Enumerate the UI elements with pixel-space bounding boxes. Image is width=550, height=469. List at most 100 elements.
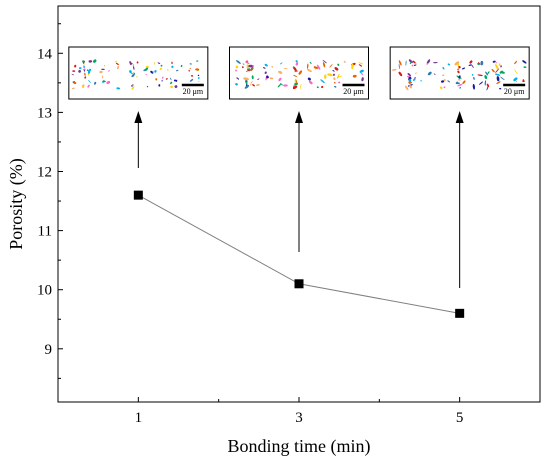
pore — [337, 63, 340, 66]
pore — [414, 76, 416, 79]
pore — [333, 81, 336, 84]
pore — [420, 80, 423, 82]
pore — [457, 70, 460, 74]
pore — [87, 84, 90, 88]
pore — [471, 73, 474, 76]
pore — [145, 65, 149, 69]
pore — [269, 77, 274, 80]
pore — [428, 60, 431, 62]
pore — [415, 72, 417, 75]
pore — [307, 77, 311, 81]
pore — [82, 60, 85, 63]
pore — [471, 64, 474, 69]
pore — [170, 81, 173, 85]
pore — [106, 80, 111, 84]
pore — [443, 79, 446, 82]
pore — [426, 62, 429, 65]
pore — [358, 64, 363, 67]
x-tick-label: 3 — [295, 410, 303, 426]
pore — [300, 83, 302, 90]
pore — [458, 78, 461, 81]
pore — [171, 61, 173, 65]
pore — [174, 85, 178, 89]
pore — [115, 61, 118, 63]
pore — [130, 72, 133, 75]
pore — [295, 78, 298, 84]
pore — [241, 66, 244, 69]
pore — [351, 63, 354, 70]
pore — [495, 63, 499, 70]
pore — [256, 83, 260, 86]
pore — [159, 67, 162, 71]
pore — [250, 81, 252, 86]
pore — [197, 74, 200, 77]
pore — [295, 62, 299, 66]
pore — [491, 69, 495, 73]
pore — [338, 81, 341, 84]
pore — [160, 64, 163, 67]
pore — [189, 78, 194, 82]
pore — [433, 62, 438, 64]
pore — [247, 68, 250, 71]
pore — [308, 80, 313, 85]
pore — [485, 71, 489, 76]
pore — [252, 84, 255, 87]
pore — [398, 60, 402, 66]
pore — [322, 59, 327, 64]
pore — [131, 86, 135, 90]
pore — [391, 68, 397, 71]
pore — [477, 74, 483, 77]
porosity-series — [133, 190, 465, 318]
pore — [427, 71, 432, 76]
pore — [352, 74, 357, 78]
pore — [492, 60, 496, 63]
pore — [251, 66, 254, 70]
pore — [398, 63, 400, 69]
pore — [154, 70, 157, 73]
pore — [472, 83, 476, 90]
pore — [84, 74, 86, 76]
x-axis-title: Bonding time (min) — [228, 436, 371, 457]
pore — [86, 69, 89, 71]
pore — [408, 81, 413, 84]
y-tick-label: 10 — [37, 283, 52, 299]
pore — [83, 65, 85, 69]
pore — [447, 63, 451, 66]
y-tick-label: 11 — [38, 224, 52, 240]
pore — [333, 77, 336, 81]
y-tick-label: 14 — [37, 46, 53, 62]
arrow-head — [295, 111, 303, 123]
pore — [457, 68, 460, 70]
pore — [327, 73, 333, 77]
pore — [440, 86, 443, 90]
arrow-head — [455, 111, 464, 123]
pore — [166, 69, 169, 71]
pore — [496, 81, 501, 85]
pore — [313, 66, 319, 69]
pore — [71, 87, 75, 90]
pore — [295, 60, 298, 63]
pore — [88, 68, 92, 72]
pore — [440, 80, 445, 83]
pore — [73, 81, 77, 85]
pore — [82, 85, 85, 89]
inset-image: 20 μm — [68, 46, 209, 100]
pore — [116, 65, 120, 70]
pore — [479, 81, 483, 85]
inset-image: 20 μm — [229, 46, 369, 100]
pore — [180, 64, 183, 68]
pore — [522, 60, 527, 64]
pore — [245, 80, 248, 86]
pore — [496, 76, 500, 82]
pore — [146, 85, 149, 88]
pore — [237, 78, 239, 80]
pore — [94, 81, 97, 85]
pore — [454, 61, 460, 66]
pore — [486, 83, 490, 88]
pore — [176, 69, 179, 72]
pore — [514, 60, 518, 65]
pore — [404, 85, 409, 91]
pore — [136, 75, 138, 78]
pore — [101, 68, 105, 70]
pore — [473, 76, 475, 80]
